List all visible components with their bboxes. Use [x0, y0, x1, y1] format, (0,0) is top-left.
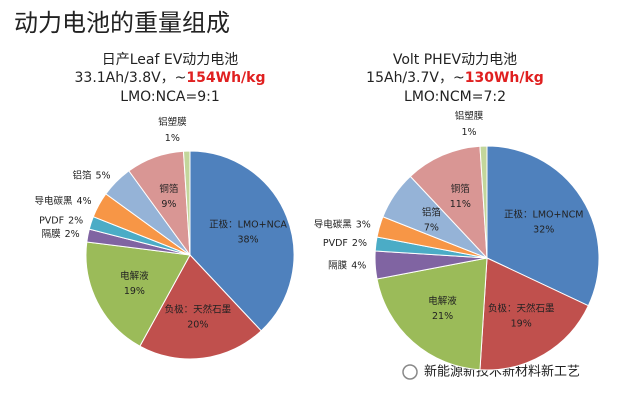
slice-label: 铝箔: [422, 207, 441, 219]
pie-slice: [85, 241, 191, 347]
data-label: 3%: [356, 219, 371, 230]
slice-label: 隔膜 2%: [42, 228, 80, 239]
data-label: 19%: [511, 318, 532, 329]
subtitle-part: 15Ah/3.7V，~: [366, 70, 465, 86]
data-label: 1%: [462, 127, 477, 138]
data-label: 2%: [65, 228, 80, 239]
data-label: 9%: [161, 199, 176, 210]
slice-label: 铝塑膜: [158, 116, 187, 128]
pie-slice: [182, 150, 191, 256]
data-label: 11%: [450, 199, 471, 210]
slice-label: 导电碳黑 3%: [314, 218, 371, 230]
slice-label: 负极：天然石墨: [488, 302, 555, 314]
data-label: 32%: [533, 224, 554, 235]
slice-label: 铝塑膜: [455, 110, 484, 122]
data-label: 38%: [237, 235, 258, 246]
category: PVDF: [323, 237, 348, 248]
subtitle-part: 33.1Ah/3.8V，~: [75, 70, 187, 86]
category: 隔膜: [42, 228, 62, 239]
data-label: 4%: [351, 260, 366, 271]
data-label: 2%: [68, 215, 83, 226]
slide-title: 动力电池的重量组成: [14, 9, 230, 37]
slice-label: 负极：天然石墨: [165, 303, 232, 315]
energy-density: 154Wh/kg: [186, 70, 265, 86]
pie-slice: [479, 257, 590, 371]
slice-label: 铜箔: [159, 183, 178, 195]
slice-label: PVDF 2%: [323, 237, 367, 248]
data-label: 2%: [352, 237, 367, 248]
category: 导电碳黑: [314, 218, 353, 230]
subtitle: LMO:NCM=7:2: [404, 89, 506, 105]
data-label: 7%: [424, 223, 439, 234]
pie-slice: [376, 257, 488, 371]
subtitle: 15Ah/3.7V，~130Wh/kg: [366, 70, 544, 86]
subtitle: 日产Leaf EV动力电池: [102, 52, 239, 68]
category: 隔膜: [328, 260, 348, 271]
subtitle: LMO:NCA=9:1: [120, 89, 219, 105]
data-label: 4%: [76, 195, 91, 206]
data-label: 5%: [95, 170, 110, 181]
subtitle: 33.1Ah/3.8V，~154Wh/kg: [75, 70, 266, 86]
slice-label: 正极：LMO+NCA: [209, 219, 287, 231]
slice-label: 铝箔 5%: [72, 169, 110, 181]
watermark-icon: [402, 364, 418, 380]
slice-label: PVDF 2%: [39, 215, 83, 226]
data-label: 1%: [165, 133, 180, 144]
slice-label: 铜箔: [451, 183, 470, 195]
data-label: 21%: [432, 311, 453, 322]
pie-slice: [486, 145, 600, 307]
slice-label: 隔膜 4%: [328, 260, 366, 271]
pie-slice: [479, 145, 488, 259]
pie-slice: [189, 150, 295, 332]
slice-label: 正极：LMO+NCM: [504, 208, 583, 220]
pie-slice: [409, 145, 488, 260]
category: PVDF: [39, 215, 64, 226]
subtitle: Volt PHEV动力电池: [393, 52, 517, 68]
energy-density: 130Wh/kg: [465, 70, 544, 86]
slice-label: 电解液: [120, 270, 149, 282]
data-label: 19%: [124, 286, 145, 297]
slice-label: 导电碳黑 4%: [34, 194, 91, 206]
slice-label: 电解液: [428, 295, 457, 307]
data-label: 20%: [187, 319, 208, 330]
category: 铝箔: [72, 169, 91, 181]
pie-slice: [139, 254, 262, 360]
category: 导电碳黑: [34, 194, 73, 206]
